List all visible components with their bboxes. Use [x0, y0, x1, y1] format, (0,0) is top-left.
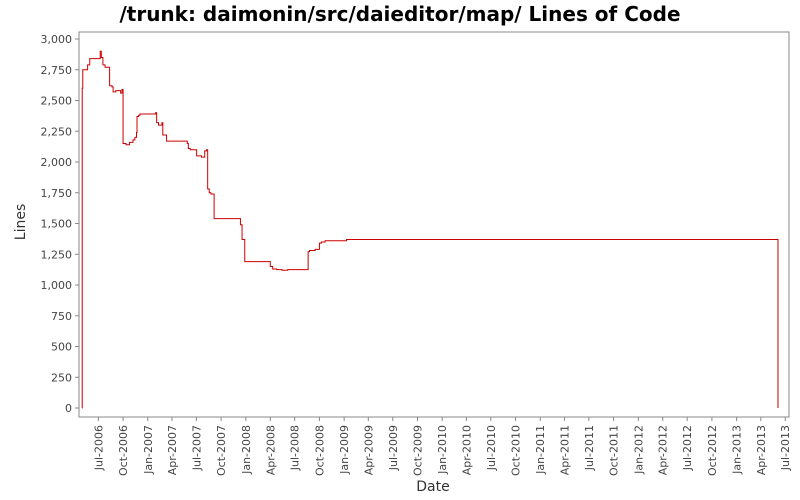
x-tick-label: Apr-2007	[166, 425, 179, 475]
x-tick-label: Oct-2008	[313, 425, 326, 476]
y-tick-label: 750	[51, 310, 72, 323]
x-tick-label: Jan-2011	[534, 425, 547, 475]
y-tick-label: 1,000	[41, 279, 73, 292]
y-axis: 0 250 500 750 1,000 1,250 1,500 1,750 2,000 2,250…	[41, 33, 79, 415]
y-tick-label: 3,000	[41, 33, 73, 46]
y-tick-label: 0	[65, 402, 72, 415]
x-tick-label: Oct-2011	[608, 425, 621, 476]
y-axis-label: Lines	[13, 204, 29, 240]
chart-title: /trunk: daimonin/src/daieditor/map/ Line…	[119, 2, 680, 26]
y-tick-label: 2,500	[41, 95, 73, 108]
x-axis-label: Date	[416, 479, 449, 495]
x-tick-label: Apr-2008	[264, 425, 277, 475]
x-tick-label: Jul-2010	[485, 425, 498, 471]
x-tick-label: Apr-2011	[558, 425, 571, 475]
x-tick-label: Oct-2006	[117, 425, 130, 476]
x-tick-label: Jul-2006	[92, 425, 105, 471]
x-tick-label: Oct-2012	[706, 425, 719, 476]
x-tick-label: Jan-2007	[142, 425, 155, 475]
x-tick-label: Apr-2009	[362, 425, 375, 475]
x-tick-label: Apr-2013	[755, 425, 768, 475]
y-tick-label: 2,250	[41, 125, 73, 138]
x-tick-label: Jul-2007	[190, 425, 203, 471]
x-tick-label: Jul-2011	[583, 425, 596, 471]
y-tick-label: 2,000	[41, 156, 73, 169]
x-tick-label: Apr-2012	[657, 425, 670, 475]
x-tick-label: Jan-2013	[731, 425, 744, 475]
x-tick-label: Jul-2012	[681, 425, 694, 471]
y-tick-label: 250	[51, 371, 72, 384]
x-tick-label: Oct-2010	[510, 425, 523, 476]
x-tick-label: Jul-2009	[387, 425, 400, 471]
x-tick-label: Jan-2010	[436, 425, 449, 475]
x-tick-label: Apr-2010	[460, 425, 473, 475]
x-tick-label: Jan-2009	[338, 425, 351, 475]
series-line-lines-of-code	[81, 50, 779, 409]
x-tick-label: Oct-2009	[411, 425, 424, 476]
x-tick-label: Jan-2008	[240, 425, 253, 475]
y-tick-label: 2,750	[41, 64, 73, 77]
x-tick-label: Jul-2008	[289, 425, 302, 471]
y-tick-label: 1,250	[41, 248, 73, 261]
y-tick-label: 1,750	[41, 187, 73, 200]
x-tick-label: Jul-2013	[779, 425, 792, 471]
y-tick-label: 1,500	[41, 218, 73, 231]
plot-area	[78, 31, 790, 418]
x-tick-label: Oct-2007	[215, 425, 228, 476]
x-axis: Jul-2006 Oct-2006 Jan-2007 Apr-2007 Jul-2007…	[92, 417, 792, 476]
y-tick-label: 500	[51, 341, 72, 354]
x-tick-label: Jan-2012	[632, 425, 645, 475]
